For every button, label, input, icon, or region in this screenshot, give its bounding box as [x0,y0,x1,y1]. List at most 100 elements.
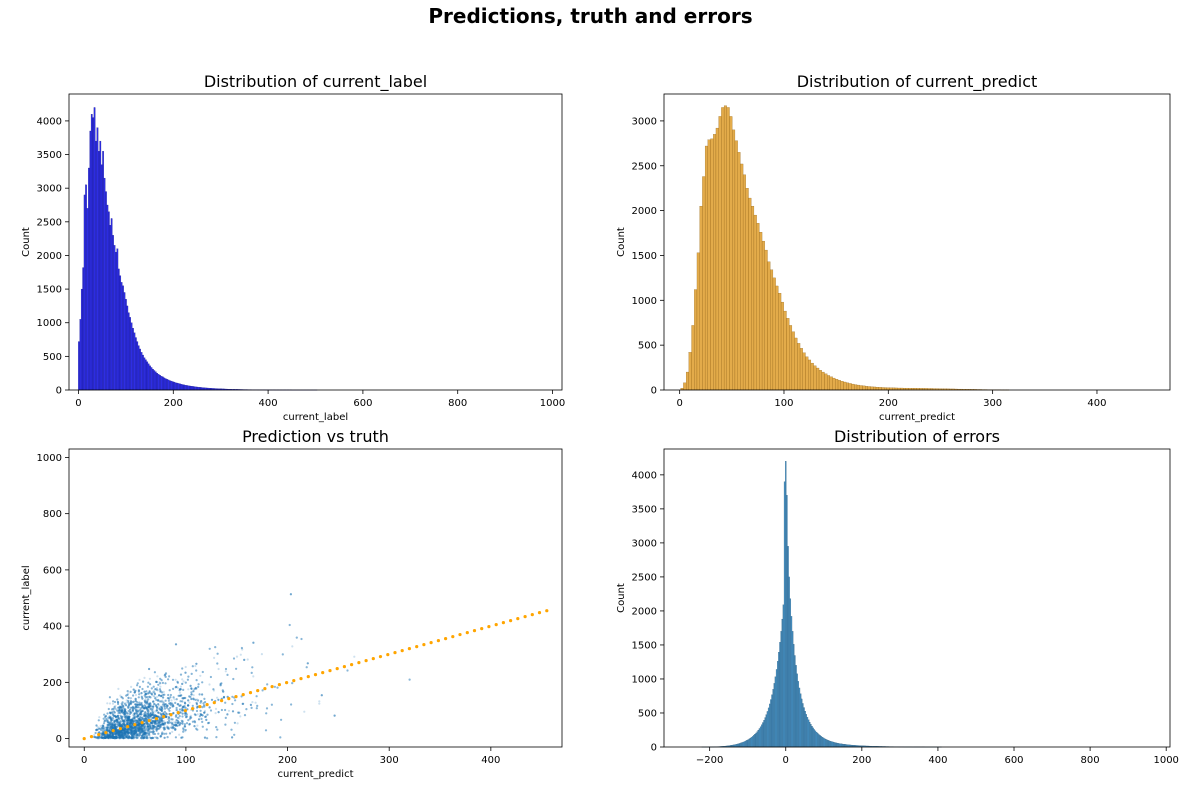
scatter-point [115,735,118,738]
y-tick-label: 1500 [632,251,657,262]
scatter-point [220,682,223,685]
scatter-point [136,717,140,720]
scatter-point [103,733,106,736]
scatter-point [132,729,135,732]
scatter-point [138,733,141,736]
scatter-point [126,719,129,722]
scatter-point [187,688,190,691]
scatter-point [147,705,150,709]
scatter-point [142,737,145,740]
scatter-point [193,713,196,716]
scatter-point [143,722,146,726]
scatter-point [140,729,143,732]
scatter-point [129,732,132,735]
scatter-point [190,687,193,690]
scatter-point [151,720,155,723]
histogram-bar [751,205,755,391]
histogram-bar [715,127,719,391]
scatter-point [246,658,249,661]
scatter-point [152,716,155,720]
scatter-point [139,728,142,731]
scatter-point [224,670,227,673]
histogram-bar [184,385,187,391]
scatter-point [280,718,283,721]
scatter-point [105,736,108,739]
x-tick-label: 0 [81,755,87,766]
scatter-point [143,676,146,680]
y-tick-label: 2500 [632,161,657,172]
histogram-bar [194,386,197,391]
scatter-point [166,721,169,724]
scatter-point [110,727,113,730]
scatter-point [151,713,154,716]
scatter-point [195,679,198,682]
scatter-point [109,732,112,735]
scatter-point [98,716,101,719]
scatter-point [201,714,204,717]
histogram-bar [173,381,176,391]
scatter-point [120,724,123,727]
histogram-bar [135,337,137,391]
scatter-point [143,690,146,693]
scatter-point [127,717,130,720]
scatter-point [101,732,104,735]
histogram-bar [153,370,156,391]
scatter-point [109,731,112,734]
scatter-point [163,736,166,739]
scatter-point [120,709,123,713]
scatter-point [190,691,193,694]
scatter-point [237,711,240,714]
scatter-point [175,698,178,701]
scatter-point [231,695,234,698]
scatter-point [101,736,104,739]
scatter-point [115,732,118,735]
scatter-point [121,701,124,704]
scatter-point [138,685,141,689]
histogram-bar [865,386,868,391]
histogram-bar [198,387,201,391]
scatter-point [256,704,259,708]
scatter-point [184,706,187,709]
scatter-point [196,724,199,727]
scatter-point [164,673,167,676]
scatter-point [105,728,108,731]
scatter-point [148,709,151,712]
scatter-point [159,685,162,688]
scatter-point [140,726,143,729]
scatter-point [140,716,143,719]
scatter-point [115,730,118,733]
scatter-point [184,730,187,733]
scatter-point [128,708,132,711]
scatter-point [120,717,123,720]
scatter-point [109,716,112,719]
scatter-point [195,702,198,706]
scatter-point [192,690,195,693]
histogram-bar [150,367,153,391]
scatter-point [181,709,184,712]
scatter-point [127,692,130,695]
scatter-point [185,716,188,719]
scatter-point [215,726,218,729]
scatter-point [134,698,137,701]
scatter-point [127,730,130,733]
scatter-point [188,701,191,704]
scatter-point [137,713,140,717]
scatter-point [121,729,124,732]
scatter-point [214,707,218,711]
scatter-point [130,723,133,726]
scatter-point [142,736,145,740]
scatter-point [179,688,182,691]
scatter-point [142,727,145,730]
scatter-point [134,700,137,703]
scatter-point [115,736,118,739]
scatter-point [190,697,193,701]
scatter-point [171,730,174,734]
scatter-point [136,724,139,727]
scatter-point [108,725,111,728]
x-tick-label: 600 [353,398,372,409]
scatter-point [110,725,113,728]
scatter-point [333,714,336,717]
histogram-bar [813,365,817,391]
scatter-point [261,689,264,692]
